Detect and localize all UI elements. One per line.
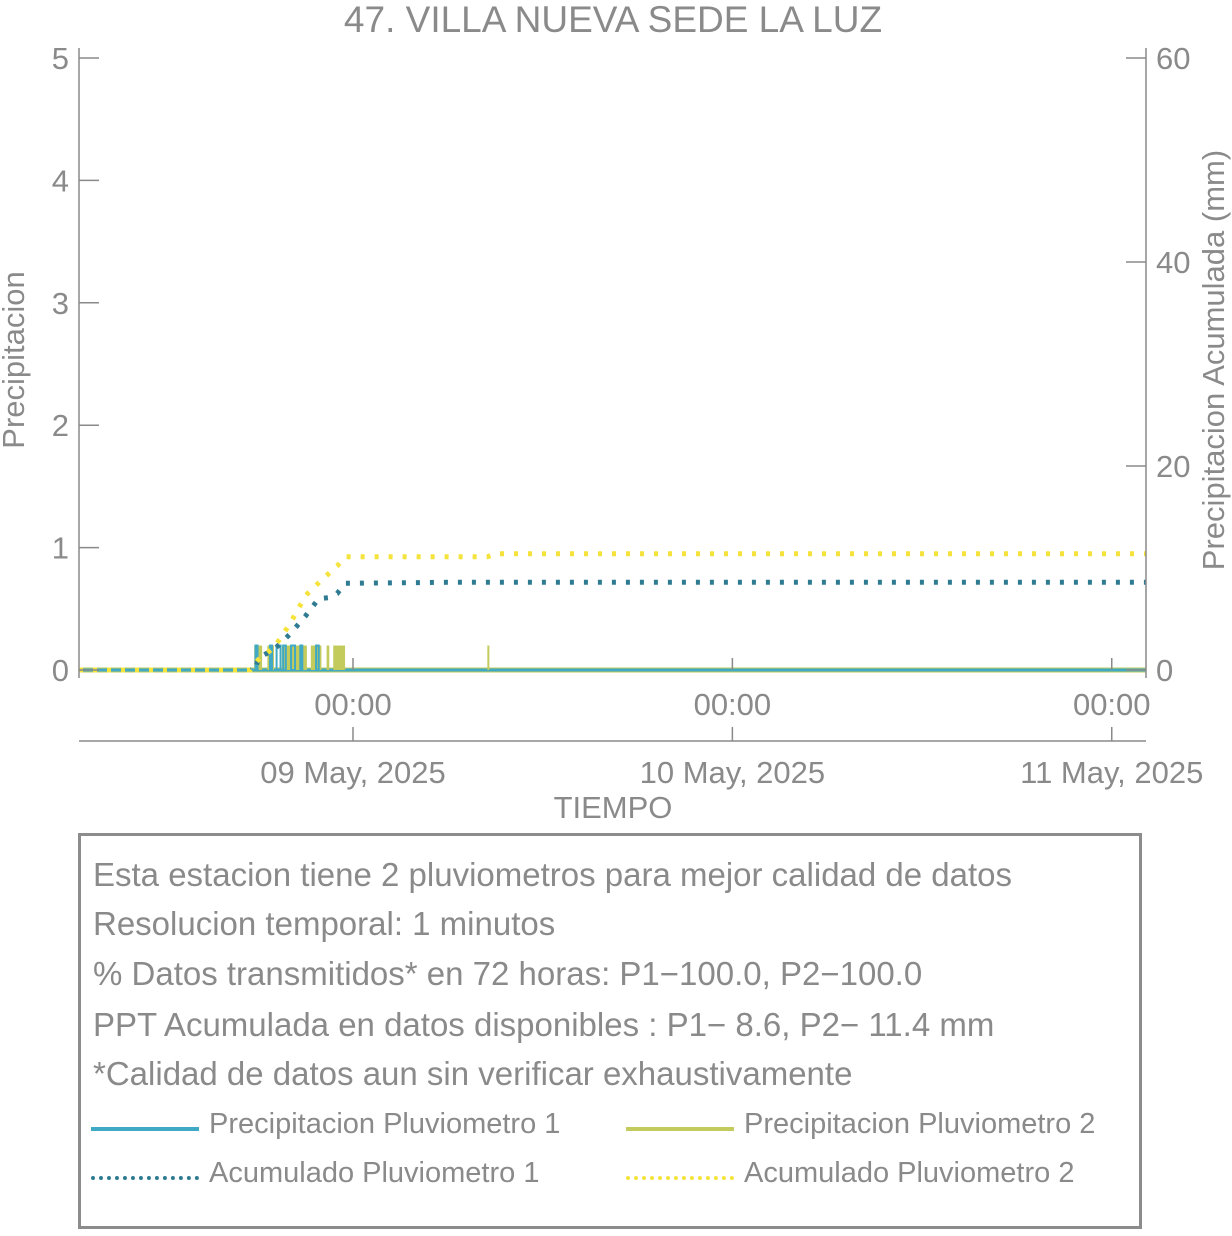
info-line-stations: Esta estacion tiene 2 pluviometros para … bbox=[93, 856, 1013, 893]
info-line-resolution: Resolucion temporal: 1 minutos bbox=[93, 905, 556, 942]
legend-swatch-precip-p1 bbox=[91, 1127, 199, 1131]
precip-bar-p2-4 bbox=[326, 645, 330, 670]
accum-line-p1 bbox=[79, 579, 1146, 673]
tick-labels: 0 1 2 3 4 5 0 20 40 60 00:00 09 May, 2025 00:00 10 Ma… bbox=[52, 41, 1204, 790]
y2-tick-label-3: 60 bbox=[1156, 41, 1190, 76]
legend-swatch-precip-p2 bbox=[626, 1127, 734, 1131]
legend-swatch-accum-p2 bbox=[626, 1176, 734, 1180]
precip-bar-p1-1 bbox=[269, 644, 274, 672]
precip-bar-p1-2 bbox=[275, 644, 282, 672]
info-line-transmitted: % Datos transmitidos* en 72 horas: P1−10… bbox=[93, 955, 923, 992]
precip-bar-p1-4 bbox=[290, 644, 297, 672]
axes bbox=[78, 48, 1147, 742]
y2-tick-label-0: 0 bbox=[1156, 653, 1173, 688]
precip-bar-p1-6 bbox=[315, 644, 320, 672]
precip-bar-p2-5 bbox=[333, 645, 346, 670]
accum-line-p2 bbox=[79, 551, 1146, 673]
legend-label-accum-p2: Acumulado Pluviometro 2 bbox=[744, 1157, 1075, 1189]
x-tick-date-label-1: 10 May, 2025 bbox=[640, 755, 826, 790]
precip-bar-p1-3 bbox=[282, 644, 287, 672]
legend-swatch-accum-p1 bbox=[91, 1176, 199, 1180]
cumulative-lines bbox=[79, 551, 1146, 673]
y-tick-label-5: 5 bbox=[52, 41, 69, 76]
y2-axis-label: Precipitacion Acumulada (mm) bbox=[1196, 150, 1231, 570]
info-line-accumulated: PPT Acumulada en datos disponibles : P1−… bbox=[93, 1006, 995, 1043]
info-line-quality-note: *Calidad de datos aun sin verificar exha… bbox=[93, 1055, 853, 1092]
y-axis-label: Precipitacion bbox=[0, 271, 31, 448]
y2-tick-label-1: 20 bbox=[1156, 449, 1190, 484]
y-tick-label-1: 1 bbox=[52, 531, 69, 566]
precip-bar-p2-6 bbox=[487, 645, 490, 670]
y-tick-label-3: 3 bbox=[52, 286, 69, 321]
y-tick-label-4: 4 bbox=[52, 163, 69, 198]
legend-label-precip-p1: Precipitacion Pluviometro 1 bbox=[209, 1108, 561, 1140]
info-panel: Esta estacion tiene 2 pluviometros para … bbox=[78, 833, 1142, 1229]
legend-label-accum-p1: Acumulado Pluviometro 1 bbox=[209, 1157, 540, 1189]
y2-tick-label-2: 40 bbox=[1156, 245, 1190, 280]
x-tick-time-label-1: 00:00 bbox=[694, 687, 772, 722]
y-tick-label-0: 0 bbox=[52, 653, 69, 688]
x-tick-time-label-2: 00:00 bbox=[1073, 687, 1151, 722]
precipitation-chart: 47. VILLA NUEVA SEDE LA LUZ 0 1 2 3 4 5 0 20 40 6… bbox=[0, 0, 1231, 825]
precipitation-bars bbox=[79, 644, 1146, 673]
x-axis-label: TIEMPO bbox=[554, 790, 673, 825]
legend-label-precip-p2: Precipitacion Pluviometro 2 bbox=[744, 1108, 1096, 1140]
x-tick-time-label-0: 00:00 bbox=[314, 687, 392, 722]
chart-title: 47. VILLA NUEVA SEDE LA LUZ bbox=[344, 0, 882, 40]
precip-bar-p1-5 bbox=[299, 644, 304, 672]
y-tick-label-2: 2 bbox=[52, 408, 69, 443]
x-tick-date-label-0: 09 May, 2025 bbox=[260, 755, 446, 790]
x-tick-date-label-2: 11 May, 2025 bbox=[1020, 755, 1203, 790]
